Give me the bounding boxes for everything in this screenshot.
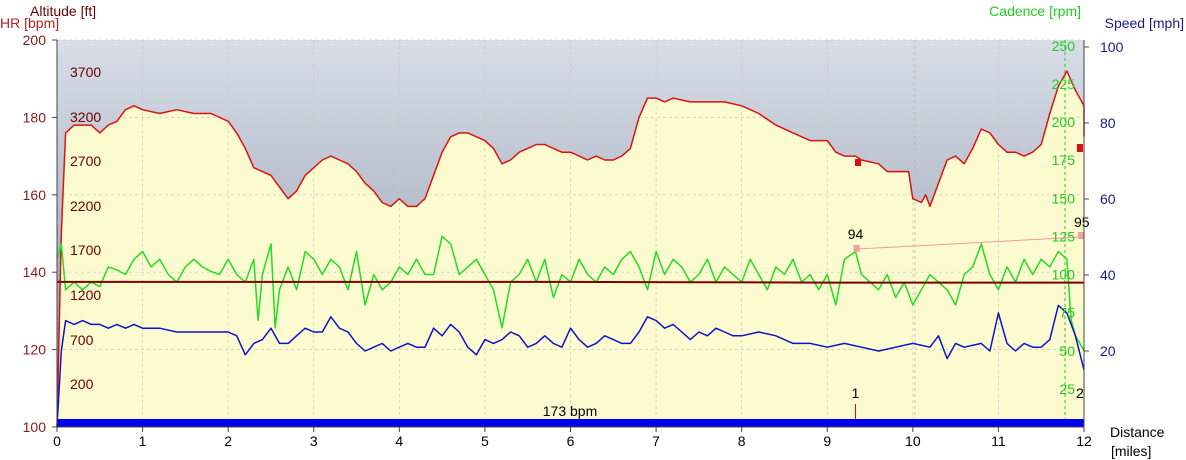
altitude-tick-label: 1200 [70,287,101,303]
speed-tick-label: 80 [1100,115,1116,131]
x-tick-label: 6 [567,433,575,449]
series-altitude-line [56,70,1085,428]
hr-tick-label: 160 [23,187,47,203]
x-tick-label: 0 [53,433,61,449]
x-tick-label: 9 [823,433,831,449]
hr-band-label: 173 bpm [543,403,597,419]
altitude-tick-label: 700 [70,332,94,348]
altitude-axis-label: Altitude [ft] [30,3,96,19]
cadence-tick-label: 175 [1052,152,1076,168]
x-tick-label: 12 [1076,433,1092,449]
x-axis-unit: [miles] [1111,443,1151,459]
altitude-marker-1 [855,159,861,166]
hr-tick-label: 180 [23,109,47,125]
cadence-tick-label: 125 [1052,228,1076,244]
cadence-tick-label: 75 [1059,305,1075,321]
speed-axis-label: Speed [mph] [1105,15,1184,31]
x-tick-label: 2 [224,433,232,449]
series-speed-line [56,304,1085,428]
altitude-marker-2 [1077,144,1083,152]
speed-tick-label: 60 [1100,191,1116,207]
altitude-tick-label: 2200 [70,198,101,214]
lap-marker-2 [1078,232,1084,239]
lap-number-label-2: 2 [1076,385,1084,401]
x-tick-label: 1 [139,433,147,449]
hr-tick-label: 200 [23,32,47,48]
cadence-tick-label: 100 [1052,267,1076,283]
hr-tick-label: 140 [23,264,47,280]
x-tick-label: 7 [652,433,660,449]
series-cadence-line [56,235,1085,352]
x-tick-label: 10 [905,433,921,449]
speed-tick-label: 40 [1100,267,1116,283]
altitude-tick-label: 3700 [70,64,101,80]
lap-number-label: 1 [852,385,860,401]
lap-marker-1 [853,245,860,252]
cadence-axis-label: Cadence [rpm] [989,3,1081,19]
hr-tick-label: 100 [23,419,47,435]
cadence-tick-label: 225 [1052,76,1076,92]
speed-tick-label: 20 [1100,343,1116,359]
cadence-tick-label: 250 [1052,38,1076,54]
altitude-tick-label: 1700 [70,242,101,258]
altitude-tick-label: 2700 [70,153,101,169]
speed-tick-label: 100 [1100,39,1124,55]
lap-connector [857,236,1083,250]
altitude-tick-label: 200 [70,376,94,392]
x-tick-label: 4 [395,433,403,449]
cadence-tick-label: 25 [1059,381,1075,397]
x-axis-label: Distance [1110,424,1165,440]
altitude-tick-label: 3200 [70,109,101,125]
cadence-tick-label: 200 [1052,114,1076,130]
x-tick-label: 3 [310,433,318,449]
lap-marker-2-label: 95 [1074,214,1090,230]
x-tick-label: 11 [991,433,1006,449]
hr-band [57,419,1084,427]
hr-tick-label: 120 [23,342,47,358]
cadence-tick-label: 50 [1059,343,1075,359]
x-tick-label: 5 [481,433,489,449]
x-tick-label: 8 [738,433,746,449]
cadence-tick-label: 150 [1052,190,1076,206]
lap-marker-1-label: 94 [848,226,864,242]
hr-axis-label: HR [bpm] [0,15,59,31]
series-hr-line [57,280,1084,284]
